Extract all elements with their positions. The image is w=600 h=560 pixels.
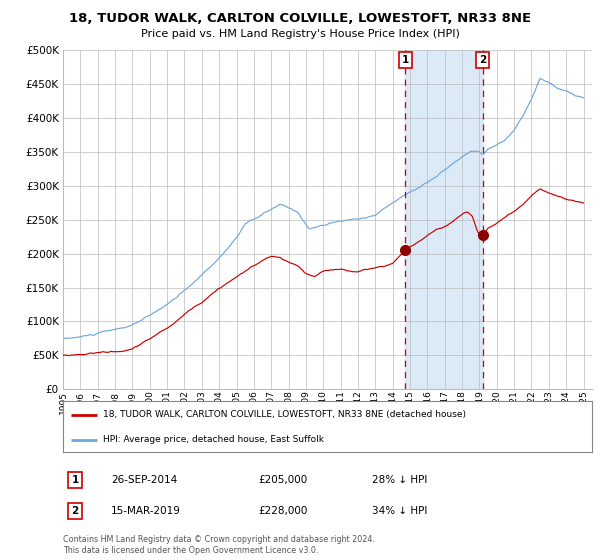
Text: 18, TUDOR WALK, CARLTON COLVILLE, LOWESTOFT, NR33 8NE (detached house): 18, TUDOR WALK, CARLTON COLVILLE, LOWEST…	[103, 410, 466, 419]
Text: 18, TUDOR WALK, CARLTON COLVILLE, LOWESTOFT, NR33 8NE: 18, TUDOR WALK, CARLTON COLVILLE, LOWEST…	[69, 12, 531, 25]
Text: 2: 2	[479, 55, 487, 65]
Text: 26-SEP-2014: 26-SEP-2014	[111, 475, 177, 485]
Text: 1: 1	[402, 55, 409, 65]
Text: 15-MAR-2019: 15-MAR-2019	[111, 506, 181, 516]
Text: 2: 2	[71, 506, 79, 516]
Text: 34% ↓ HPI: 34% ↓ HPI	[372, 506, 427, 516]
Text: 28% ↓ HPI: 28% ↓ HPI	[372, 475, 427, 485]
Text: £228,000: £228,000	[258, 506, 307, 516]
Text: Contains HM Land Registry data © Crown copyright and database right 2024.: Contains HM Land Registry data © Crown c…	[63, 535, 375, 544]
Text: 1: 1	[71, 475, 79, 485]
Text: Price paid vs. HM Land Registry's House Price Index (HPI): Price paid vs. HM Land Registry's House …	[140, 29, 460, 39]
Text: £205,000: £205,000	[258, 475, 307, 485]
Text: This data is licensed under the Open Government Licence v3.0.: This data is licensed under the Open Gov…	[63, 546, 319, 555]
Bar	[406, 50, 483, 389]
Text: HPI: Average price, detached house, East Suffolk: HPI: Average price, detached house, East…	[103, 435, 323, 444]
